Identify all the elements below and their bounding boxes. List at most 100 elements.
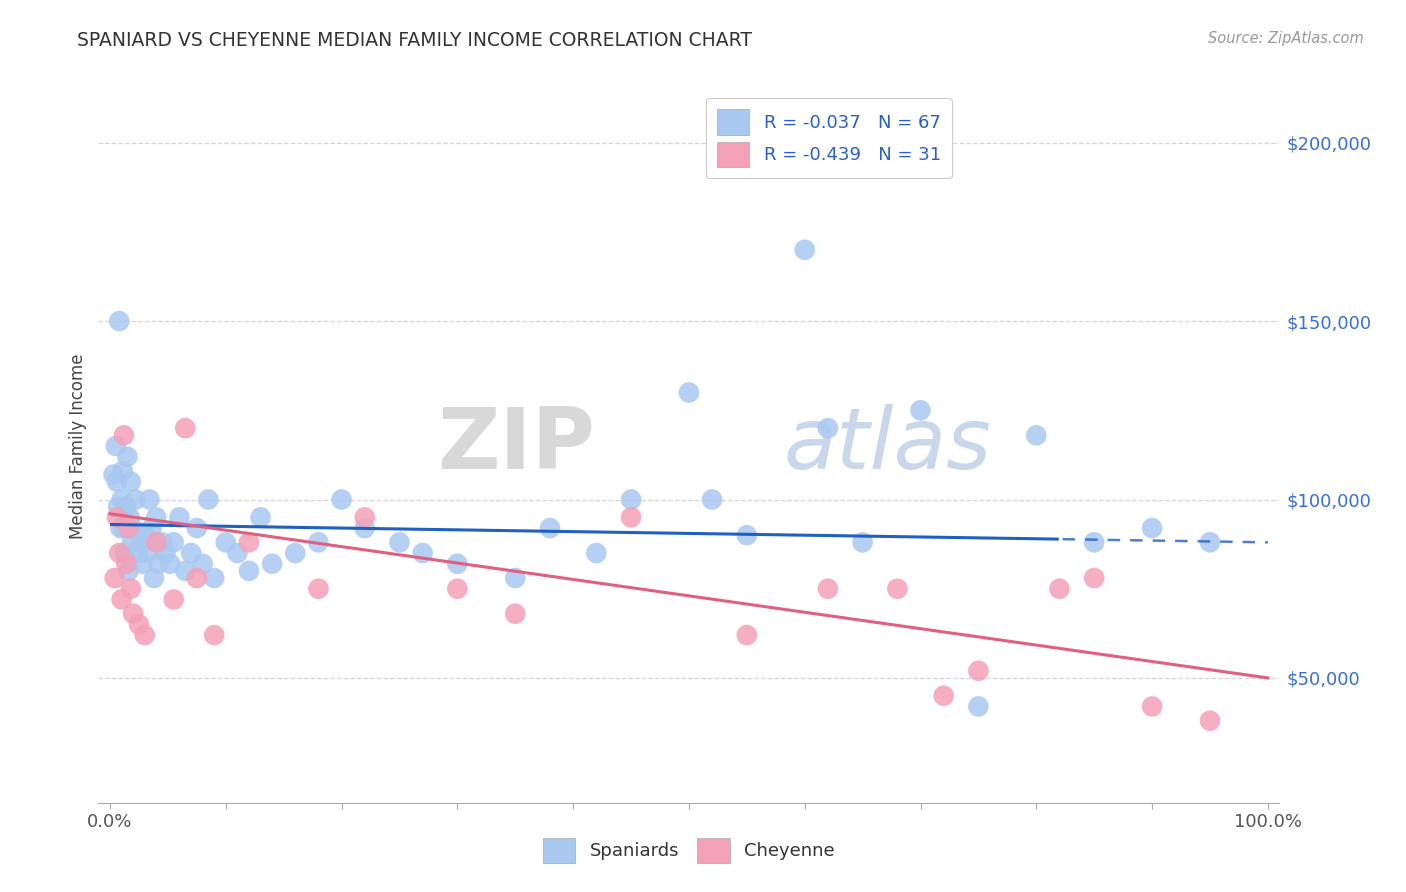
Point xyxy=(145,510,167,524)
Point xyxy=(111,464,134,478)
Point xyxy=(105,475,128,489)
Point xyxy=(122,521,145,535)
Point xyxy=(1199,714,1222,728)
Point xyxy=(1140,521,1163,535)
Point xyxy=(124,492,146,507)
Point xyxy=(174,421,197,435)
Point xyxy=(700,492,723,507)
Point xyxy=(155,546,177,560)
Point xyxy=(585,546,607,560)
Point xyxy=(330,492,353,507)
Point xyxy=(104,571,127,585)
Point xyxy=(117,450,139,464)
Point xyxy=(967,699,990,714)
Point xyxy=(134,528,156,542)
Text: SPANIARD VS CHEYENNE MEDIAN FAMILY INCOME CORRELATION CHART: SPANIARD VS CHEYENNE MEDIAN FAMILY INCOM… xyxy=(77,31,752,50)
Point xyxy=(148,557,170,571)
Point xyxy=(932,689,955,703)
Point xyxy=(191,557,214,571)
Point xyxy=(138,492,160,507)
Point xyxy=(262,557,284,571)
Point xyxy=(202,628,225,642)
Point xyxy=(163,592,186,607)
Point xyxy=(503,607,526,621)
Point xyxy=(353,510,375,524)
Point xyxy=(197,492,219,507)
Point xyxy=(852,535,875,549)
Point xyxy=(163,535,186,549)
Text: ZIP: ZIP xyxy=(437,404,595,488)
Point xyxy=(112,428,135,442)
Point xyxy=(114,546,136,560)
Point xyxy=(1049,582,1071,596)
Point xyxy=(226,546,249,560)
Point xyxy=(104,439,127,453)
Point xyxy=(1025,428,1047,442)
Point xyxy=(141,521,163,535)
Point xyxy=(112,521,135,535)
Point xyxy=(817,582,839,596)
Point xyxy=(202,571,225,585)
Point xyxy=(215,535,238,549)
Point xyxy=(129,535,152,549)
Point xyxy=(169,510,191,524)
Point xyxy=(238,564,260,578)
Point xyxy=(136,546,159,560)
Point xyxy=(120,582,142,596)
Text: Source: ZipAtlas.com: Source: ZipAtlas.com xyxy=(1208,31,1364,46)
Point xyxy=(817,421,839,435)
Point xyxy=(122,607,145,621)
Point xyxy=(159,557,181,571)
Point xyxy=(145,535,167,549)
Point xyxy=(388,535,411,549)
Point xyxy=(446,582,468,596)
Point xyxy=(180,546,202,560)
Point xyxy=(967,664,990,678)
Point xyxy=(134,628,156,642)
Point xyxy=(1083,571,1105,585)
Point xyxy=(127,546,149,560)
Point xyxy=(307,535,329,549)
Point xyxy=(143,571,166,585)
Point xyxy=(1199,535,1222,549)
Point xyxy=(238,535,260,549)
Point xyxy=(735,628,758,642)
Point xyxy=(110,521,132,535)
Point xyxy=(620,510,643,524)
Point xyxy=(107,500,129,514)
Point xyxy=(446,557,468,571)
Point xyxy=(910,403,932,417)
Point xyxy=(538,521,561,535)
Point xyxy=(249,510,271,524)
Point xyxy=(118,510,141,524)
Point xyxy=(120,475,142,489)
Point xyxy=(115,500,138,514)
Point xyxy=(620,492,643,507)
Point xyxy=(1140,699,1163,714)
Point xyxy=(105,510,128,524)
Point xyxy=(128,617,150,632)
Legend: Spaniards, Cheyenne: Spaniards, Cheyenne xyxy=(534,829,844,872)
Point xyxy=(108,314,131,328)
Point xyxy=(735,528,758,542)
Text: atlas: atlas xyxy=(783,404,991,488)
Point xyxy=(1083,535,1105,549)
Point xyxy=(115,557,138,571)
Point xyxy=(110,592,132,607)
Point xyxy=(678,385,700,400)
Point xyxy=(150,535,173,549)
Point xyxy=(108,546,131,560)
Point xyxy=(131,557,153,571)
Y-axis label: Median Family Income: Median Family Income xyxy=(69,353,87,539)
Point xyxy=(284,546,307,560)
Point xyxy=(186,571,208,585)
Point xyxy=(110,492,132,507)
Point xyxy=(186,521,208,535)
Point xyxy=(886,582,908,596)
Point xyxy=(412,546,434,560)
Point xyxy=(503,571,526,585)
Point xyxy=(121,535,143,549)
Point xyxy=(307,582,329,596)
Point xyxy=(117,521,139,535)
Point xyxy=(353,521,375,535)
